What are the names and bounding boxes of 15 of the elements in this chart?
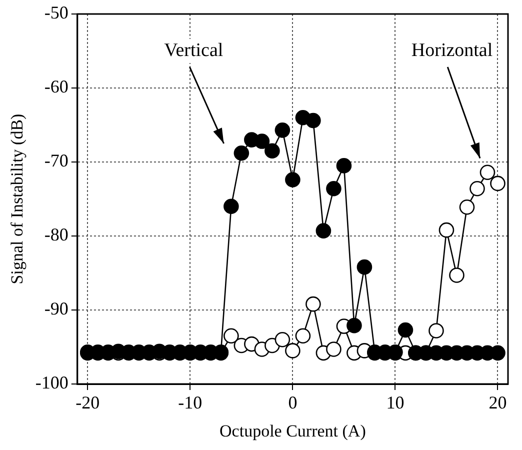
y-tick-label: -70 bbox=[44, 150, 68, 171]
y-axis-title: Signal of Instability (dB) bbox=[8, 114, 27, 284]
x-tick-label: -10 bbox=[178, 392, 202, 413]
y-tick-label: -90 bbox=[44, 298, 68, 319]
annotation: Vertical bbox=[164, 40, 224, 61]
x-tick-label: 20 bbox=[488, 392, 507, 413]
x-tick-label: 0 bbox=[288, 392, 298, 413]
y-tick-label: -60 bbox=[44, 76, 68, 97]
y-tick-label: -100 bbox=[35, 372, 68, 393]
x-tick-label: 10 bbox=[386, 392, 404, 413]
y-tick-label: -80 bbox=[44, 224, 68, 245]
y-tick-label: -50 bbox=[44, 2, 68, 23]
x-axis-title: Octupole Current (A) bbox=[220, 421, 366, 440]
annotation: Horizontal bbox=[411, 40, 493, 61]
x-tick-label: -20 bbox=[76, 392, 100, 413]
